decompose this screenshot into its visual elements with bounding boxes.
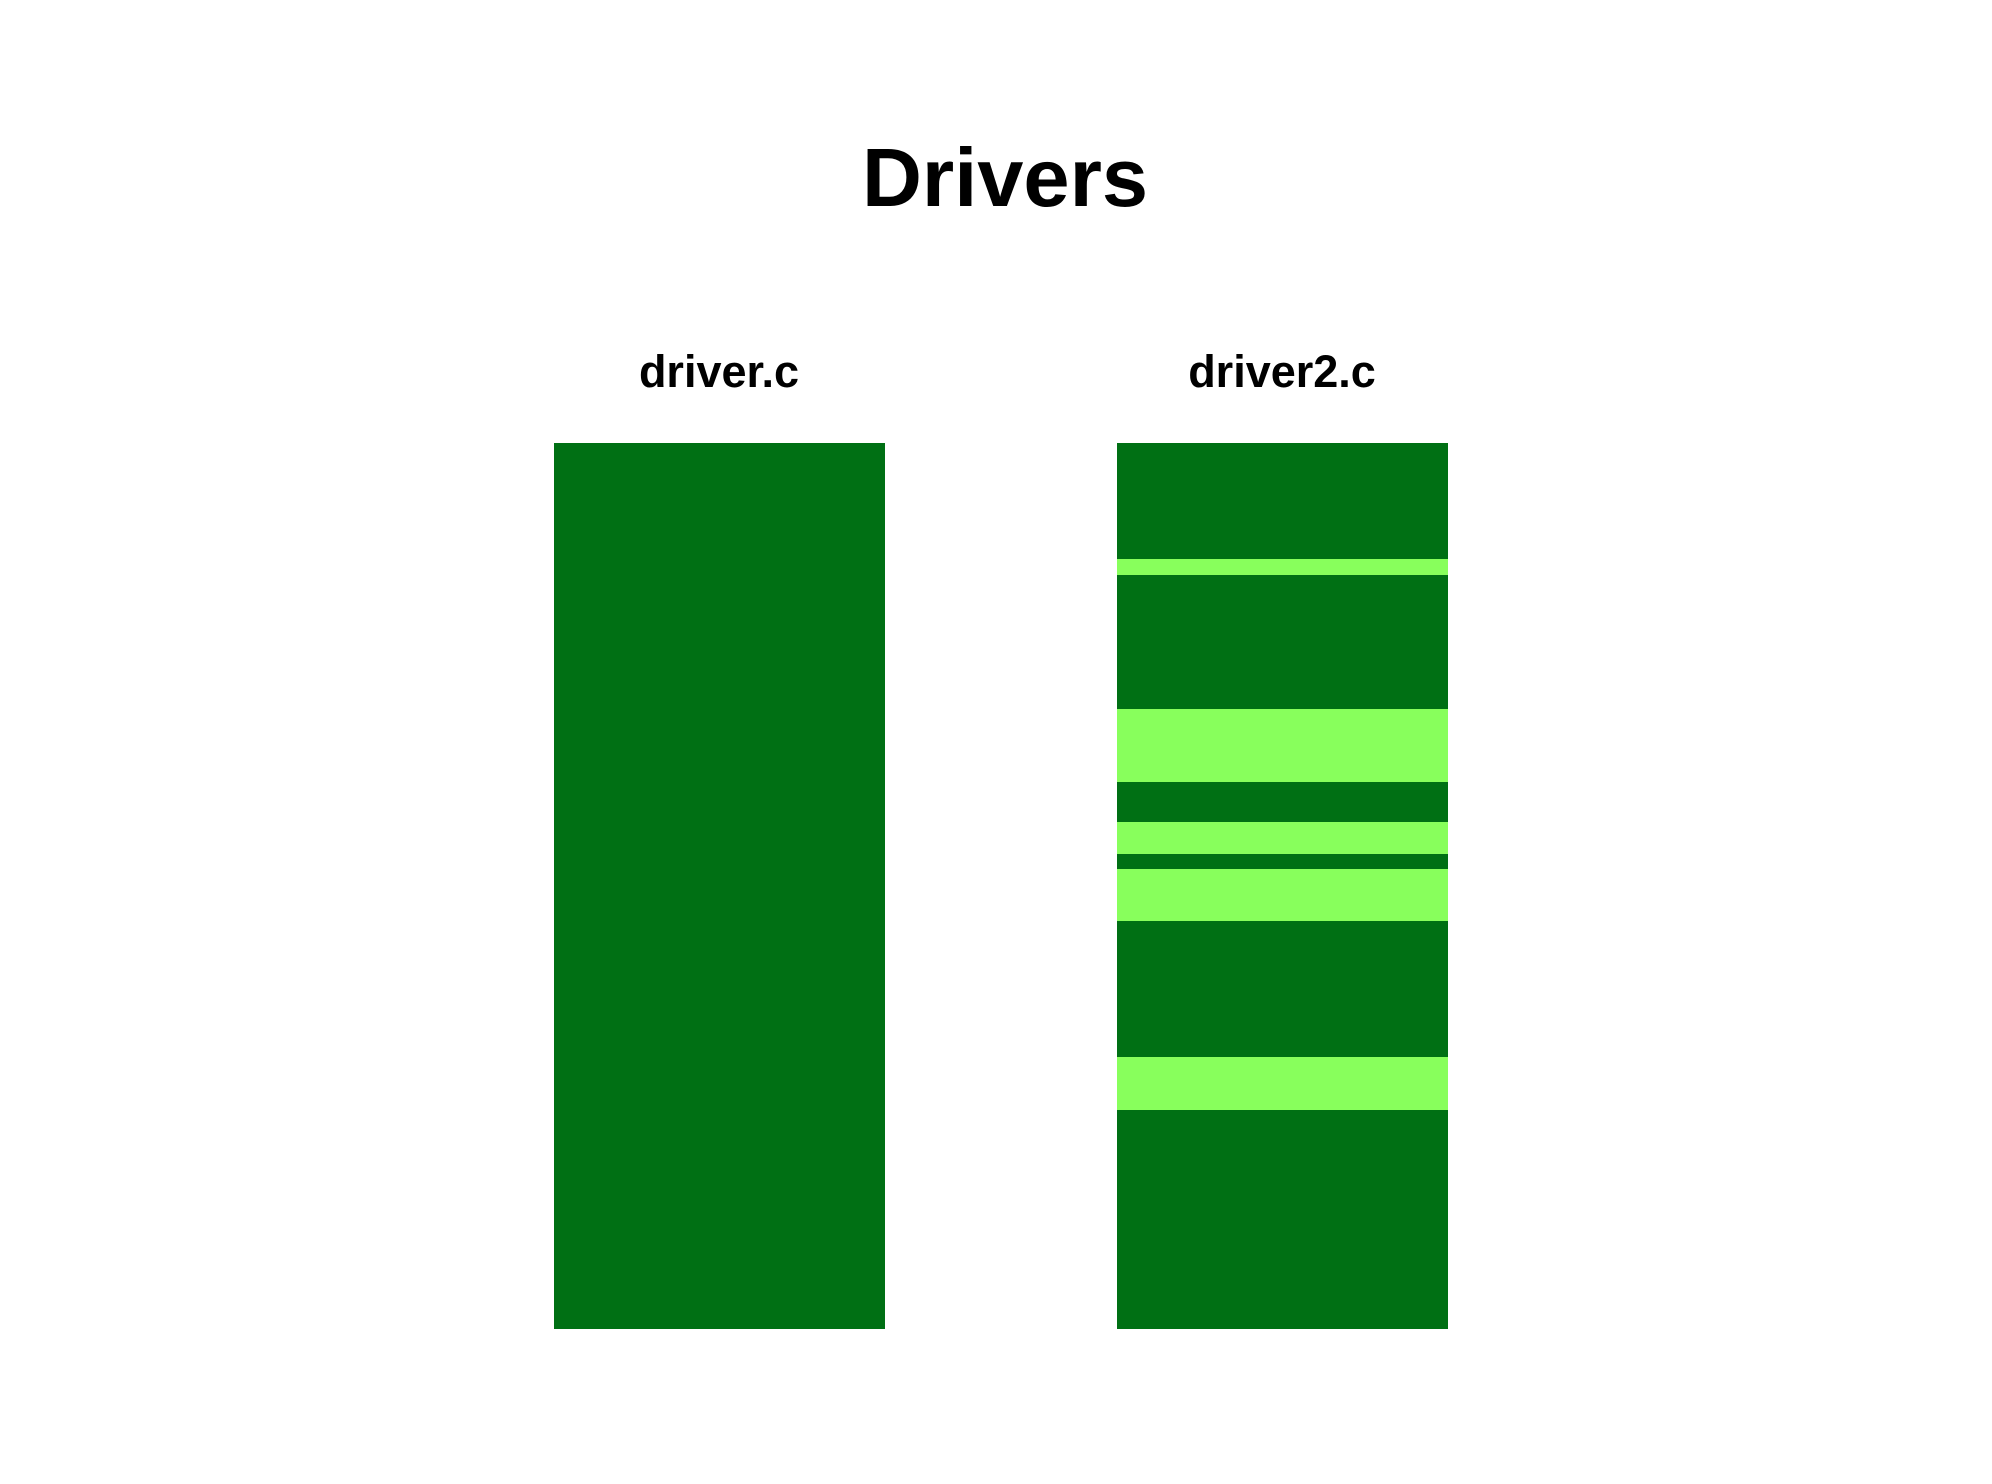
highlight-segment bbox=[1117, 1056, 1448, 1111]
highlight-segment bbox=[1117, 869, 1448, 922]
highlight-segment bbox=[1117, 822, 1448, 855]
file-bar-driver2 bbox=[1117, 443, 1448, 1329]
highlight-segment bbox=[1117, 559, 1448, 575]
file-label-driver2: driver2.c bbox=[1188, 346, 1376, 397]
highlight-segment bbox=[1117, 708, 1448, 783]
diagram-title: Drivers bbox=[861, 131, 1149, 224]
file-label-driver: driver.c bbox=[638, 346, 800, 397]
file-bar-driver bbox=[554, 443, 885, 1329]
